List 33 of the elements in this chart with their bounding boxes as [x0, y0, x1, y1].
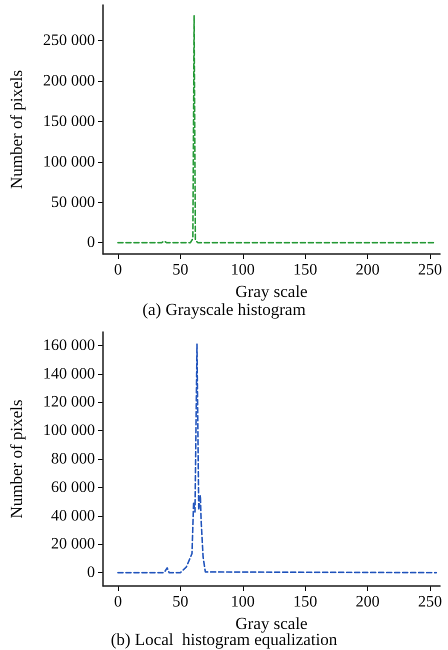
y-tick-label: 50 000: [51, 194, 95, 211]
x-axis-title: Gray scale: [235, 614, 308, 633]
y-tick-label: 100 000: [43, 153, 95, 170]
y-tick-label: 0: [87, 234, 95, 252]
y-tick-label: 160 000: [43, 336, 95, 354]
y-tick-label: 100 000: [43, 422, 95, 440]
y-tick-label: 60 000: [51, 478, 95, 496]
x-tick-label: 200: [356, 262, 380, 278]
y-tick-label: 150 000: [43, 112, 95, 130]
y-tick-label: 40 000: [51, 507, 95, 524]
y-tick-label: 140 000: [43, 365, 95, 382]
y-tick-label: 120 000: [43, 394, 95, 411]
line-series: [117, 343, 438, 574]
x-tick-label: 200: [356, 594, 380, 610]
y-tick-label: 20 000: [51, 536, 95, 553]
y-tick-label: 250 000: [43, 32, 95, 50]
y-axis-title: Number of pixels: [7, 400, 26, 518]
x-tick-label: 50: [172, 594, 188, 610]
x-tick-label: 0: [114, 594, 122, 610]
text: (a) Grayscale histogram: [142, 300, 306, 319]
y-tick-label: 0: [87, 564, 95, 582]
y-tick-label: 80 000: [51, 450, 95, 468]
x-tick-label: 0: [114, 262, 122, 278]
y-axis-title: Number of pixels: [7, 70, 26, 189]
x-tick-label: 150: [293, 594, 318, 610]
x-tick-label: 100: [230, 262, 255, 278]
x-tick-label: 250: [418, 594, 442, 610]
x-tick-label: 150: [293, 262, 318, 278]
x-axis-title: Gray scale: [235, 282, 308, 301]
x-tick-label: 250: [418, 262, 442, 278]
x-tick-label: 50: [172, 262, 188, 278]
x-tick-label: 100: [230, 594, 255, 610]
y-tick-label: 200 000: [43, 72, 95, 90]
